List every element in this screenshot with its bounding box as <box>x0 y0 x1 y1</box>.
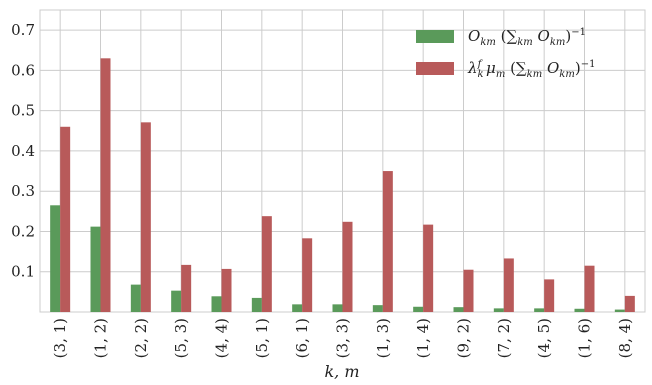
legend-swatch-series-1 <box>416 30 454 43</box>
bar-series-1-15 <box>614 309 625 312</box>
bar-series-1-3 <box>130 284 141 312</box>
bar-series-2-5 <box>221 268 232 312</box>
bar-series-1-13 <box>534 308 545 312</box>
bar-series-2-14 <box>584 265 595 312</box>
bar-series-2-6 <box>261 216 272 312</box>
y-tick-label: 0.4 <box>11 142 35 160</box>
y-tick-label: 0.6 <box>11 61 35 79</box>
bar-series-1-11 <box>453 307 464 312</box>
y-tick-label: 0.1 <box>11 263 35 281</box>
x-tick-label: (4, 5) <box>535 318 553 358</box>
bar-series-2-2 <box>100 58 111 312</box>
bar-series-2-7 <box>302 238 313 312</box>
bar-series-1-14 <box>574 308 585 312</box>
x-tick-label: (7, 2) <box>495 318 513 358</box>
bar-series-1-9 <box>372 305 383 312</box>
bar-series-2-4 <box>181 264 192 312</box>
y-tick-label: 0.5 <box>11 102 35 120</box>
x-tick-labels: (3, 1) (1, 2) (2, 2) (5, 3) (4, 4) (5, 1) (6, … <box>51 318 634 358</box>
bar-series-1-7 <box>292 304 303 312</box>
legend-label-series-2: λkf μm (∑km Okm)−1 <box>467 59 595 80</box>
x-tick-label: (6, 1) <box>293 318 311 358</box>
bar-series-2-13 <box>544 279 555 312</box>
x-tick-label: (3, 3) <box>334 318 352 358</box>
bar-series-1-10 <box>413 306 424 312</box>
x-tick-label: (9, 2) <box>455 318 473 358</box>
bar-series-2-3 <box>140 122 151 313</box>
x-tick-label: (5, 3) <box>172 318 190 358</box>
x-tick-label: (1, 2) <box>92 318 110 358</box>
bar-series-2-10 <box>423 224 434 312</box>
x-tick-label: (1, 3) <box>374 318 392 358</box>
x-tick-label: (4, 4) <box>213 318 231 358</box>
y-tick-label: 0.3 <box>11 182 35 200</box>
bar-series-2-12 <box>503 258 514 312</box>
bar-series-2-9 <box>382 171 393 312</box>
bar-series-1-12 <box>493 308 504 312</box>
bar-series-1-5 <box>211 296 222 312</box>
x-tick-label: (8, 4) <box>616 318 634 358</box>
x-tick-label: (3, 1) <box>51 318 69 358</box>
x-axis-label: k, m <box>324 362 359 381</box>
bar-series-2-11 <box>463 269 474 312</box>
x-tick-label: (1, 6) <box>576 318 594 358</box>
x-tick-label: (2, 2) <box>132 318 150 358</box>
x-tick-label: (1, 4) <box>414 318 432 358</box>
bar-series-1-6 <box>251 297 262 312</box>
legend-label-series-1: Okm (∑km Okm)−1 <box>468 27 586 48</box>
bar-series-2-15 <box>624 295 635 312</box>
legend-swatch-series-2 <box>416 62 454 75</box>
bar-series-2-1 <box>60 126 71 312</box>
y-tick-labels: 0.1 0.2 0.3 0.4 0.5 0.6 0.7 <box>11 21 35 281</box>
y-tick-label: 0.7 <box>11 21 35 39</box>
y-tick-label: 0.2 <box>11 222 35 240</box>
bar-series-1-2 <box>90 226 101 312</box>
bar-series-1-1 <box>50 205 61 312</box>
bar-series-1-4 <box>171 290 182 312</box>
bar-series-2-8 <box>342 221 353 312</box>
bar-groups <box>50 58 635 313</box>
x-tick-label: (5, 1) <box>253 318 271 358</box>
legend: Okm (∑km Okm)−1 λkf μm (∑km Okm)−1 <box>416 27 595 80</box>
bar-series-1-8 <box>332 304 343 312</box>
